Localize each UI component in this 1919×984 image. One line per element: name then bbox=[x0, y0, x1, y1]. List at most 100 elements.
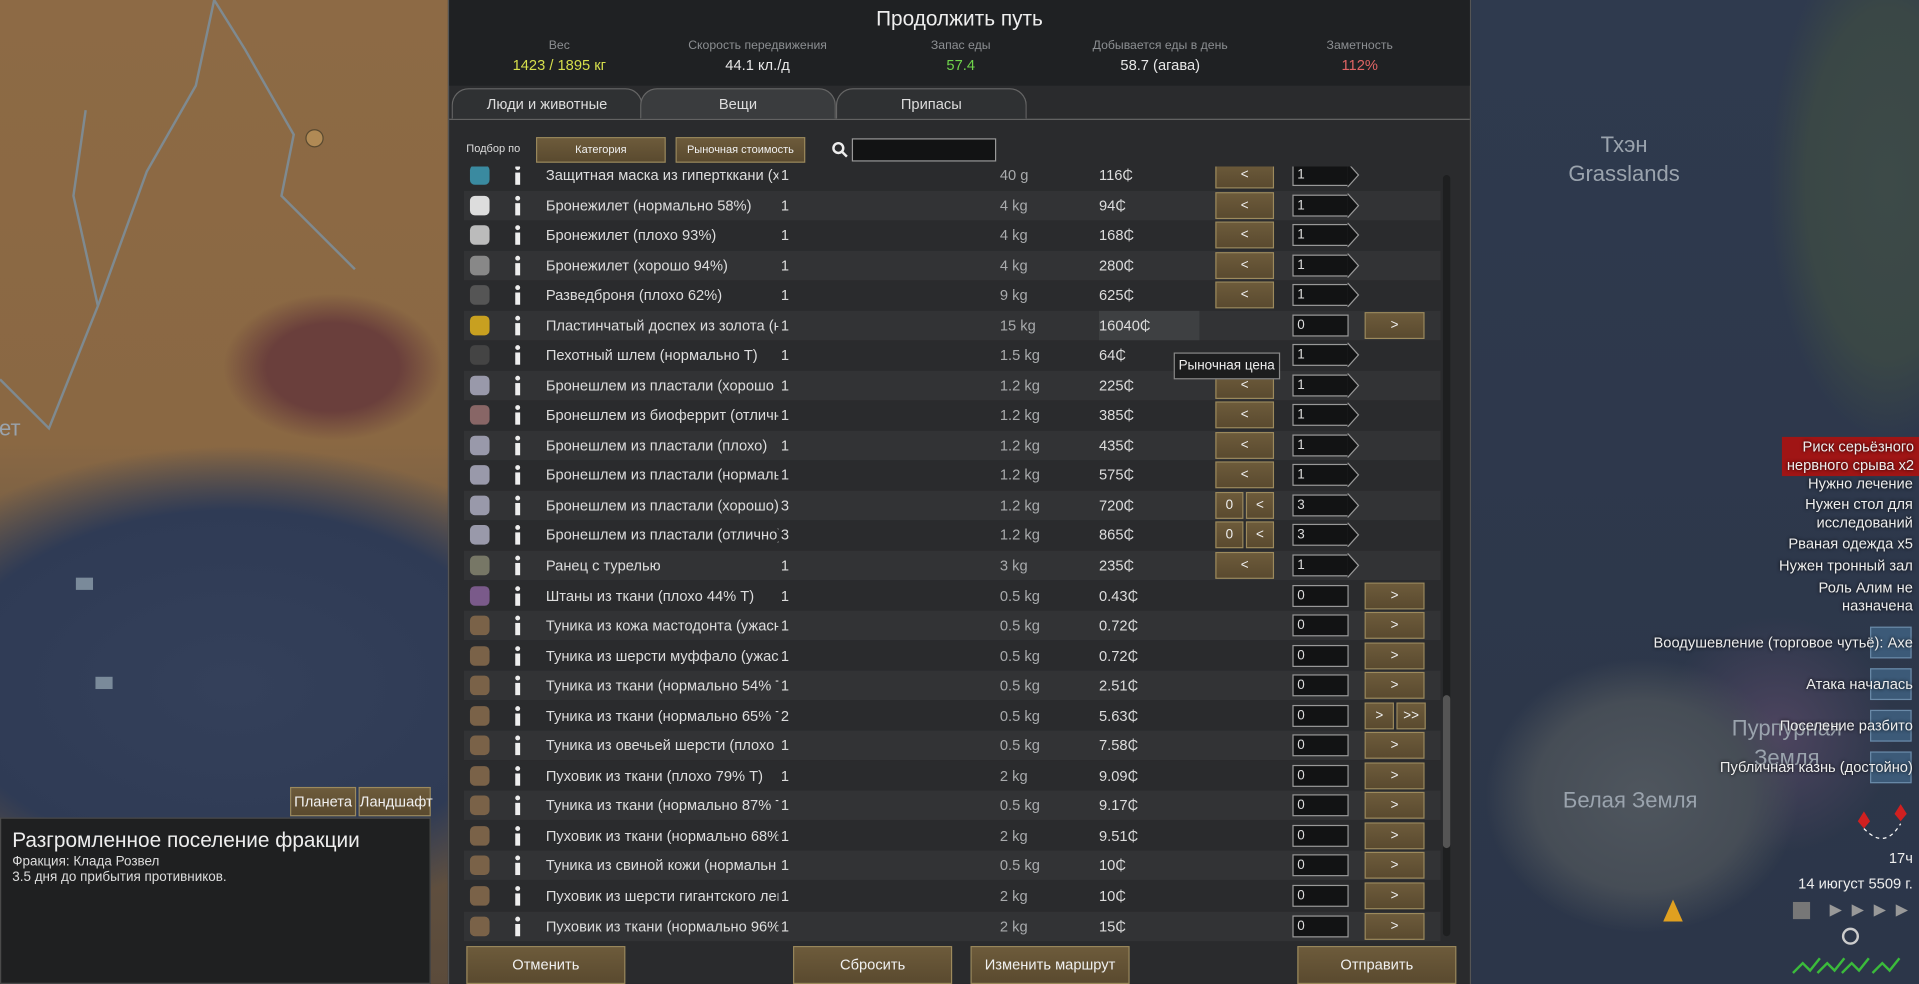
search-input[interactable] bbox=[851, 138, 997, 162]
transfer-field[interactable]: 0 bbox=[1292, 794, 1349, 817]
remove-button[interactable]: < bbox=[1215, 251, 1275, 279]
info-icon[interactable] bbox=[512, 166, 524, 186]
remove-button[interactable]: < bbox=[1215, 281, 1275, 309]
transfer-field[interactable]: 0 bbox=[1292, 704, 1349, 727]
alert[interactable]: Нужен тронный зал bbox=[1779, 557, 1913, 575]
info-icon[interactable] bbox=[512, 584, 524, 606]
info-icon[interactable] bbox=[512, 284, 524, 306]
transfer-field[interactable]: 1 bbox=[1292, 166, 1349, 187]
map-tab-button[interactable]: Планета bbox=[290, 786, 357, 817]
alert[interactable]: Рваная одежда x5 bbox=[1788, 535, 1912, 553]
info-icon[interactable] bbox=[512, 404, 524, 426]
tab[interactable]: Люди и животные bbox=[451, 88, 643, 119]
add-button[interactable]: >> bbox=[1396, 702, 1426, 730]
info-icon[interactable] bbox=[512, 374, 524, 396]
tab[interactable]: Припасы bbox=[835, 88, 1027, 119]
remove-button[interactable]: 0 bbox=[1215, 521, 1244, 549]
info-icon[interactable] bbox=[512, 494, 524, 516]
add-button[interactable]: > bbox=[1364, 882, 1425, 910]
info-icon[interactable] bbox=[512, 735, 524, 757]
add-button[interactable]: > bbox=[1364, 672, 1425, 700]
info-icon[interactable] bbox=[512, 314, 524, 336]
info-icon[interactable] bbox=[512, 614, 524, 636]
transfer-field[interactable]: 1 bbox=[1292, 254, 1349, 277]
remove-button[interactable]: < bbox=[1245, 491, 1275, 519]
alert[interactable]: Риск серьёзного нервного срыва x2 bbox=[1781, 436, 1919, 477]
info-icon[interactable] bbox=[512, 675, 524, 697]
tab[interactable]: Вещи bbox=[640, 88, 836, 119]
info-icon[interactable] bbox=[512, 254, 524, 276]
add-button[interactable]: > bbox=[1364, 732, 1425, 760]
add-button[interactable]: > bbox=[1364, 581, 1425, 609]
add-button[interactable]: > bbox=[1364, 852, 1425, 880]
remove-button[interactable]: < bbox=[1215, 191, 1275, 219]
add-button[interactable]: > bbox=[1364, 642, 1425, 669]
info-icon[interactable] bbox=[512, 795, 524, 817]
transfer-field[interactable]: 1 bbox=[1292, 554, 1349, 577]
remove-button[interactable]: < bbox=[1215, 221, 1275, 249]
footer-button[interactable]: Отправить bbox=[1297, 946, 1457, 984]
transfer-field[interactable]: 1 bbox=[1292, 284, 1349, 307]
info-icon[interactable] bbox=[512, 194, 524, 216]
map-tab-button[interactable]: Ландшафт bbox=[358, 786, 433, 817]
filter-button[interactable]: Рыночная стоимость bbox=[675, 137, 806, 163]
transfer-field[interactable]: 0 bbox=[1292, 764, 1349, 787]
transfer-field[interactable]: 0 bbox=[1292, 854, 1349, 877]
info-icon[interactable] bbox=[512, 885, 524, 907]
alert[interactable]: Нужно лечение bbox=[1808, 475, 1913, 493]
info-icon[interactable] bbox=[512, 645, 524, 667]
remove-button[interactable]: < bbox=[1215, 551, 1275, 579]
transfer-field[interactable]: 0 bbox=[1292, 314, 1349, 337]
transfer-field[interactable]: 0 bbox=[1292, 914, 1349, 937]
remove-button[interactable]: < bbox=[1215, 461, 1275, 489]
footer-button[interactable]: Изменить маршрут bbox=[970, 946, 1130, 984]
add-button[interactable]: > bbox=[1364, 612, 1425, 639]
info-icon[interactable] bbox=[512, 224, 524, 246]
remove-button[interactable]: < bbox=[1215, 401, 1275, 429]
remove-button[interactable]: 0 bbox=[1215, 491, 1244, 519]
info-icon[interactable] bbox=[512, 434, 524, 456]
info-icon[interactable] bbox=[512, 464, 524, 486]
alert[interactable]: Публичная казнь (достойно) bbox=[1720, 759, 1913, 777]
info-icon[interactable] bbox=[512, 344, 524, 366]
remove-button[interactable]: < bbox=[1215, 431, 1275, 459]
info-icon[interactable] bbox=[512, 855, 524, 877]
alert[interactable]: Роль Алим не назначена bbox=[1819, 579, 1913, 616]
transfer-field[interactable]: 0 bbox=[1292, 674, 1349, 697]
add-button[interactable]: > bbox=[1364, 792, 1425, 820]
info-icon[interactable] bbox=[512, 554, 524, 576]
remove-button[interactable]: < bbox=[1245, 521, 1275, 549]
transfer-field[interactable]: 0 bbox=[1292, 824, 1349, 847]
transfer-field[interactable]: 0 bbox=[1292, 734, 1349, 757]
footer-button[interactable]: Отменить bbox=[466, 946, 626, 984]
alert[interactable]: Поселение разбито bbox=[1780, 717, 1913, 735]
add-button[interactable]: > bbox=[1364, 762, 1425, 790]
scroll-thumb[interactable] bbox=[1442, 695, 1451, 849]
transfer-field[interactable]: 0 bbox=[1292, 644, 1349, 667]
transfer-field[interactable]: 3 bbox=[1292, 494, 1349, 517]
transfer-field[interactable]: 1 bbox=[1292, 194, 1349, 217]
add-button[interactable]: > bbox=[1364, 311, 1425, 339]
alert[interactable]: Атака началась bbox=[1806, 676, 1913, 694]
transfer-field[interactable]: 1 bbox=[1292, 464, 1349, 487]
add-button[interactable]: > bbox=[1364, 822, 1425, 850]
info-icon[interactable] bbox=[512, 915, 524, 937]
alert[interactable]: Воодушевление (торговое чутьё): Axe bbox=[1653, 634, 1912, 652]
transfer-field[interactable]: 3 bbox=[1292, 524, 1349, 547]
footer-button[interactable]: Сбросить bbox=[793, 946, 953, 984]
add-button[interactable]: > bbox=[1364, 912, 1425, 940]
add-button[interactable]: > bbox=[1364, 702, 1394, 730]
info-icon[interactable] bbox=[512, 524, 524, 546]
remove-button[interactable]: < bbox=[1215, 166, 1275, 189]
transfer-field[interactable]: 1 bbox=[1292, 344, 1349, 367]
info-icon[interactable] bbox=[512, 765, 524, 787]
transfer-field[interactable]: 1 bbox=[1292, 224, 1349, 247]
info-icon[interactable] bbox=[512, 825, 524, 847]
transfer-field[interactable]: 1 bbox=[1292, 374, 1349, 397]
transfer-field[interactable]: 1 bbox=[1292, 434, 1349, 457]
transfer-field[interactable]: 1 bbox=[1292, 404, 1349, 427]
transfer-field[interactable]: 0 bbox=[1292, 584, 1349, 607]
transfer-field[interactable]: 0 bbox=[1292, 614, 1349, 637]
info-icon[interactable] bbox=[512, 705, 524, 727]
alert[interactable]: Нужен стол для исследований bbox=[1805, 496, 1913, 533]
